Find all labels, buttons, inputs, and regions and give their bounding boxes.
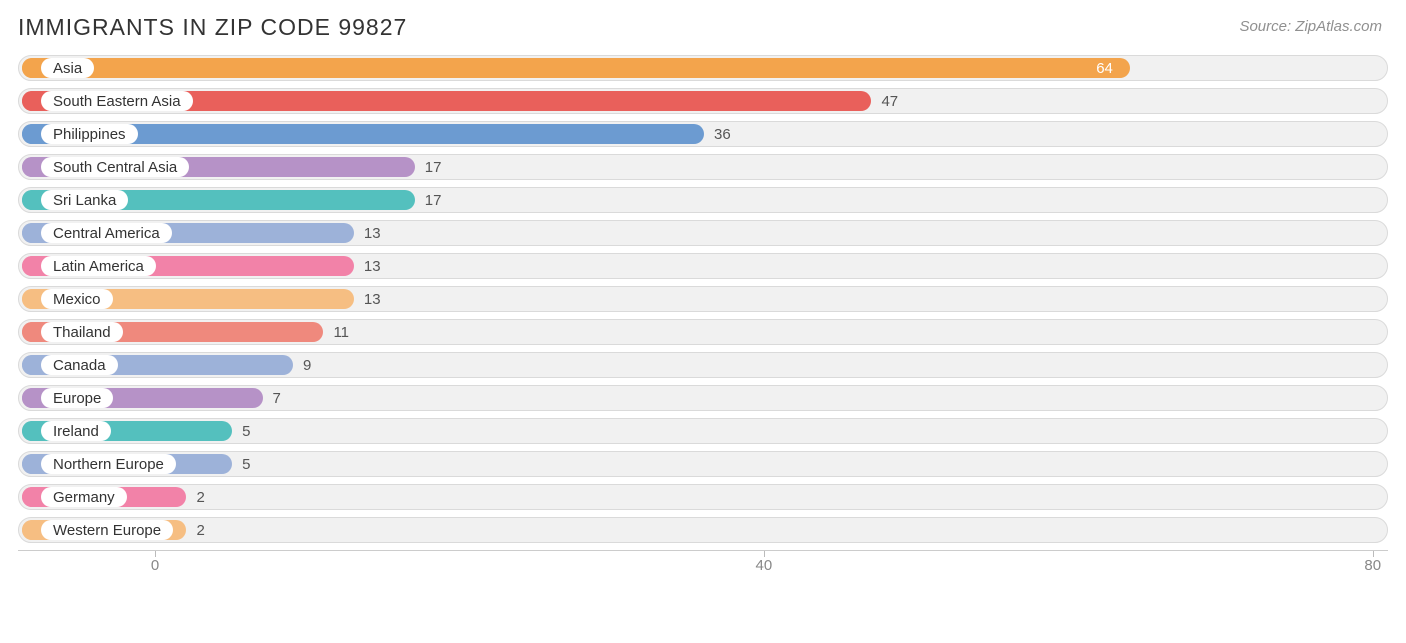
chart-title: IMMIGRANTS IN ZIP CODE 99827 bbox=[18, 14, 407, 41]
value-label: 17 bbox=[425, 188, 442, 212]
bar-row: Philippines 36 bbox=[18, 121, 1388, 147]
value-label: 5 bbox=[242, 419, 250, 443]
bar-track: Europe 7 bbox=[18, 385, 1388, 411]
bar-row: Latin America 13 bbox=[18, 253, 1388, 279]
bar-track: South Eastern Asia 47 bbox=[18, 88, 1388, 114]
category-label: Central America bbox=[41, 223, 172, 243]
bar-row: Sri Lanka 17 bbox=[18, 187, 1388, 213]
value-label: 2 bbox=[196, 518, 204, 542]
bar-track: Northern Europe 5 bbox=[18, 451, 1388, 477]
category-label: Philippines bbox=[41, 124, 138, 144]
bar-track: Central America 13 bbox=[18, 220, 1388, 246]
value-label: 17 bbox=[425, 155, 442, 179]
value-label: 7 bbox=[273, 386, 281, 410]
bar-track: Western Europe 2 bbox=[18, 517, 1388, 543]
category-label: Latin America bbox=[41, 256, 156, 276]
bar-row: Western Europe 2 bbox=[18, 517, 1388, 543]
category-label: Sri Lanka bbox=[41, 190, 128, 210]
category-label: South Central Asia bbox=[41, 157, 189, 177]
bar-row: Northern Europe 5 bbox=[18, 451, 1388, 477]
bar-fill bbox=[22, 58, 1130, 78]
value-label: 36 bbox=[714, 122, 731, 146]
bar-row: Central America 13 bbox=[18, 220, 1388, 246]
category-label: Asia bbox=[41, 58, 94, 78]
axis-tick-label: 80 bbox=[1364, 557, 1381, 574]
value-label: 11 bbox=[333, 320, 349, 344]
bar-track: Mexico 13 bbox=[18, 286, 1388, 312]
bar-row: Germany 2 bbox=[18, 484, 1388, 510]
bar-row: Ireland 5 bbox=[18, 418, 1388, 444]
category-label: South Eastern Asia bbox=[41, 91, 193, 111]
value-label: 5 bbox=[242, 452, 250, 476]
chart-container: IMMIGRANTS IN ZIP CODE 99827 Source: Zip… bbox=[0, 0, 1406, 643]
bar-track: Germany 2 bbox=[18, 484, 1388, 510]
value-label: 47 bbox=[881, 89, 898, 113]
value-label: 64 bbox=[1096, 56, 1113, 80]
value-label: 9 bbox=[303, 353, 311, 377]
bar-row: Canada 9 bbox=[18, 352, 1388, 378]
category-label: Germany bbox=[41, 487, 127, 507]
bar-track: Asia 64 bbox=[18, 55, 1388, 81]
value-label: 13 bbox=[364, 254, 381, 278]
category-label: Mexico bbox=[41, 289, 113, 309]
bar-row: Asia 64 bbox=[18, 55, 1388, 81]
plot-area: Asia 64 South Eastern Asia 47 Philippines 36 S… bbox=[18, 55, 1388, 543]
bar-track: Canada 9 bbox=[18, 352, 1388, 378]
bar-row: Europe 7 bbox=[18, 385, 1388, 411]
bar-track: Thailand 11 bbox=[18, 319, 1388, 345]
bar-track: Latin America 13 bbox=[18, 253, 1388, 279]
bar-track: Ireland 5 bbox=[18, 418, 1388, 444]
header: IMMIGRANTS IN ZIP CODE 99827 Source: Zip… bbox=[18, 14, 1388, 41]
category-label: Thailand bbox=[41, 322, 123, 342]
category-label: Canada bbox=[41, 355, 118, 375]
category-label: Europe bbox=[41, 388, 113, 408]
bar-row: Thailand 11 bbox=[18, 319, 1388, 345]
bar-row: South Eastern Asia 47 bbox=[18, 88, 1388, 114]
category-label: Northern Europe bbox=[41, 454, 176, 474]
bar-track: Philippines 36 bbox=[18, 121, 1388, 147]
bar-track: Sri Lanka 17 bbox=[18, 187, 1388, 213]
bar-row: Mexico 13 bbox=[18, 286, 1388, 312]
bar-row: South Central Asia 17 bbox=[18, 154, 1388, 180]
value-label: 13 bbox=[364, 287, 381, 311]
category-label: Ireland bbox=[41, 421, 111, 441]
bar-track: South Central Asia 17 bbox=[18, 154, 1388, 180]
axis-tick-label: 40 bbox=[756, 557, 773, 574]
source-attribution: Source: ZipAtlas.com bbox=[1239, 18, 1382, 35]
value-label: 2 bbox=[196, 485, 204, 509]
value-label: 13 bbox=[364, 221, 381, 245]
x-axis: 0 40 80 bbox=[18, 550, 1388, 580]
axis-tick-label: 0 bbox=[151, 557, 159, 574]
category-label: Western Europe bbox=[41, 520, 173, 540]
